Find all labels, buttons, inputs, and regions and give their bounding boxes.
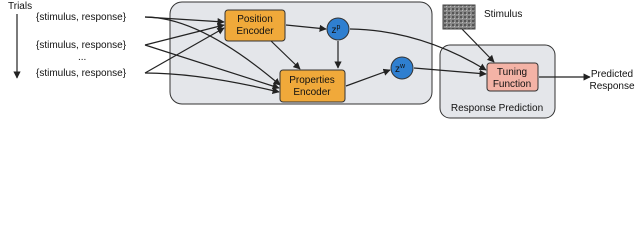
edge [144,23,225,46]
group-label: Response Prediction [451,103,543,114]
superscript: p [337,24,341,31]
node-label: Function [493,79,531,90]
edge [144,16,281,86]
tuning-function [486,62,539,92]
node-label: Encoder [236,26,274,37]
edge [269,39,301,70]
node-label: zp [332,24,341,36]
trial-item: {stimulus, response} [36,40,127,51]
node-label: Encoder [293,87,331,98]
node-label: Tuning [497,67,527,78]
symbol: z [332,25,337,36]
edge [413,67,487,78]
output-label: Predicted [591,69,633,80]
latent-zw [390,56,414,80]
diagram: Response Prediction Trials {stimulus, re… [8,1,635,119]
edge [285,24,327,32]
stimulus-image [442,4,476,30]
edge [144,72,280,94]
edge [461,28,495,63]
superscript: w [399,63,406,70]
node-label: zw [395,63,406,75]
edge [349,28,487,71]
latent-zp [326,17,350,41]
position-encoder [224,9,286,42]
output-label: Response [589,81,634,92]
trial-ellipsis: ... [78,52,86,63]
properties-encoder [279,69,346,103]
trial-item: {stimulus, response} [36,12,127,23]
edge [144,27,225,74]
symbol: z [395,64,400,75]
node-label: Stimulus [484,9,522,20]
trials-label: Trials [8,1,32,12]
trial-item: {stimulus, response} [36,68,127,79]
edge [345,68,391,87]
node-label: Properties [289,75,335,86]
edge [144,44,280,90]
node-label: Position [237,14,273,25]
